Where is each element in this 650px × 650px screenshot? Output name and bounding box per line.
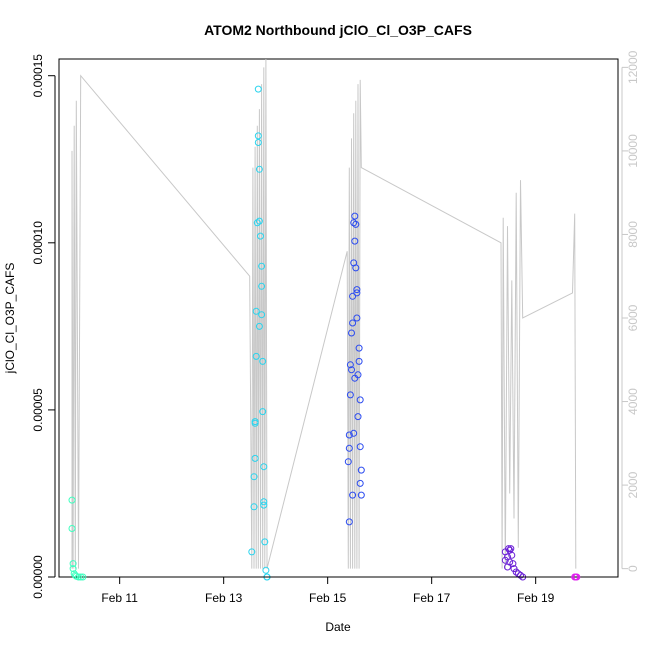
data-point [259, 357, 267, 365]
points-layer [68, 85, 581, 581]
data-point [250, 503, 258, 511]
data-point [258, 282, 266, 290]
x-tick-label: Feb 11 [101, 591, 138, 605]
data-point [254, 132, 262, 140]
y2-tick-label: 8000 [626, 221, 640, 248]
y-tick-label: 0.00015 [31, 54, 45, 98]
x-tick-label: Feb 15 [309, 591, 347, 605]
data-point [258, 311, 266, 319]
y-axis-label: jClO_Cl_O3P_CAFS [3, 263, 17, 375]
y-tick-label: 0.00005 [31, 388, 45, 432]
data-point [512, 568, 520, 576]
data-point [357, 491, 365, 499]
y2-tick-label: 6000 [626, 304, 640, 331]
data-point [350, 429, 358, 437]
data-point [69, 560, 77, 568]
data-point [260, 501, 268, 509]
data-point [344, 458, 352, 466]
x-tick-label: Feb 13 [205, 591, 243, 605]
x-tick-label: Feb 17 [413, 591, 451, 605]
y-tick-label: 0.00000 [31, 555, 45, 599]
data-point [354, 371, 362, 379]
plot-frame [58, 58, 619, 578]
data-point [345, 444, 353, 452]
secondary-series-line [71, 58, 577, 569]
data-point [259, 408, 267, 416]
data-point [357, 466, 365, 474]
y2-tick-label: 0 [626, 565, 640, 572]
data-point [507, 545, 515, 553]
data-point [354, 413, 362, 421]
y-tick-label: 0.00010 [31, 221, 45, 265]
data-point [253, 219, 261, 227]
data-point [348, 329, 355, 337]
data-point [349, 491, 357, 499]
data-point [352, 220, 360, 228]
data-point [352, 264, 360, 272]
data-point [255, 322, 263, 330]
y2-tick-label: 10000 [626, 134, 640, 168]
data-point [251, 418, 259, 426]
data-point [348, 366, 355, 374]
secondary-series-layer [71, 58, 577, 569]
data-point [346, 391, 354, 399]
data-point [509, 560, 517, 568]
data-point [349, 319, 357, 327]
data-point [350, 219, 358, 227]
data-point [250, 473, 258, 481]
data-point [251, 454, 259, 462]
y2-tick-label: 12000 [626, 50, 640, 84]
data-point [68, 525, 76, 532]
data-point [254, 139, 262, 146]
data-point [349, 292, 357, 300]
data-point [69, 565, 77, 573]
data-point [75, 573, 82, 581]
data-point [260, 498, 268, 506]
data-point [356, 443, 364, 451]
data-point [351, 237, 359, 245]
data-point [508, 551, 516, 559]
data-point [356, 479, 364, 487]
x-axis-label: Date [325, 620, 351, 634]
data-point [260, 463, 268, 471]
data-point [257, 232, 264, 240]
data-point [505, 545, 513, 553]
data-point [346, 361, 354, 369]
data-point [353, 289, 361, 297]
data-point [351, 212, 359, 220]
data-point [79, 573, 87, 581]
data-point [345, 518, 353, 526]
data-point [355, 344, 363, 352]
axes-layer: Feb 11 Feb 13 Feb 15 Feb 17 Feb 19 0.00000 0.0… [31, 50, 640, 605]
chart-title: ATOM2 Northbound jClO_Cl_O3P_CAFS [204, 22, 472, 38]
data-point [255, 165, 263, 173]
data-point [254, 85, 262, 93]
data-point [262, 566, 270, 574]
data-point [252, 352, 260, 360]
data-point [517, 571, 524, 579]
data-point [252, 307, 260, 315]
data-point [353, 286, 361, 294]
x-tick-label: Feb 19 [517, 591, 555, 605]
data-point [345, 431, 353, 439]
data-point [355, 357, 363, 365]
data-point [248, 548, 256, 556]
data-point [68, 496, 76, 504]
data-point [255, 217, 263, 225]
data-point [77, 573, 85, 581]
data-point [356, 396, 364, 404]
data-point [353, 314, 361, 322]
data-point [261, 538, 269, 546]
y2-tick-label: 2000 [626, 471, 640, 498]
y2-tick-label: 4000 [626, 388, 640, 415]
data-point [258, 262, 266, 270]
data-point [573, 573, 581, 581]
